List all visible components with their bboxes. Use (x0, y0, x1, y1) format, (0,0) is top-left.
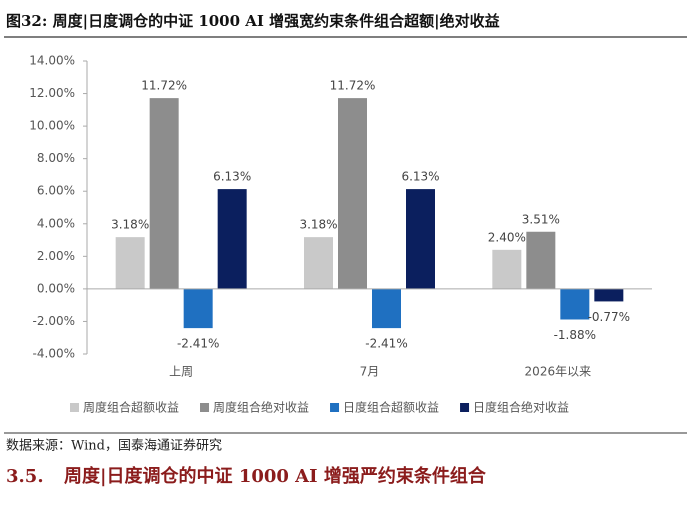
value-label: 6.13% (401, 170, 439, 184)
bar (594, 288, 624, 302)
legend-label: 日度组合超额收益 (343, 400, 439, 415)
y-tick-label: -2.00% (33, 314, 75, 328)
source-note: 数据来源：Wind，国泰海通证券研究 (6, 438, 222, 454)
legend-label: 周度组合超额收益 (83, 400, 179, 415)
value-label: 11.72% (141, 79, 187, 93)
y-tick-label: -4.00% (33, 347, 75, 361)
y-tick-label: 6.00% (37, 184, 75, 198)
bar (183, 288, 213, 329)
bar (526, 231, 556, 289)
bar (338, 98, 367, 289)
value-label: -2.41% (365, 337, 407, 351)
y-tick-label: 2.00% (37, 249, 75, 263)
x-tick-label: 2026年以来 (525, 365, 592, 379)
bar (304, 237, 333, 289)
bar (115, 237, 145, 289)
value-label: 3.51% (522, 212, 560, 226)
value-label: -0.77% (588, 310, 630, 324)
y-tick-label: 12.00% (29, 86, 75, 100)
legend-label: 周度组合绝对收益 (213, 400, 309, 415)
legend-swatch (200, 403, 210, 412)
value-label: -2.41% (177, 337, 219, 351)
y-tick-label: 8.00% (37, 151, 75, 165)
value-label: 11.72% (330, 79, 376, 93)
bar (372, 288, 401, 329)
value-label: 6.13% (213, 170, 251, 184)
legend-swatch (70, 403, 79, 412)
bar (217, 189, 247, 289)
y-tick-label: 10.00% (29, 119, 75, 133)
section-title: 周度|日度调仓的中证 1000 AI 增强严约束条件组合 (64, 465, 487, 487)
bar (149, 98, 179, 289)
bar (406, 189, 435, 289)
bar (560, 288, 590, 320)
legend-swatch (330, 403, 340, 412)
legend-label: 日度组合绝对收益 (473, 400, 569, 415)
y-tick-label: 0.00% (37, 281, 75, 295)
value-label: -1.88% (554, 328, 596, 342)
x-tick-label: 上周 (169, 365, 193, 379)
legend-swatch (460, 403, 470, 412)
value-label: 2.40% (488, 230, 526, 244)
y-tick-label: 4.00% (37, 216, 75, 230)
figure-title: 图32: 周度|日度调仓的中证 1000 AI 增强宽约束条件组合超额|绝对收益 (6, 12, 500, 30)
y-tick-label: 14.00% (29, 54, 75, 68)
section-number: 3.5. (6, 466, 44, 487)
value-label: 3.18% (299, 218, 337, 232)
value-label: 3.18% (111, 218, 149, 232)
bar (492, 249, 522, 289)
x-tick-label: 7月 (360, 365, 380, 379)
